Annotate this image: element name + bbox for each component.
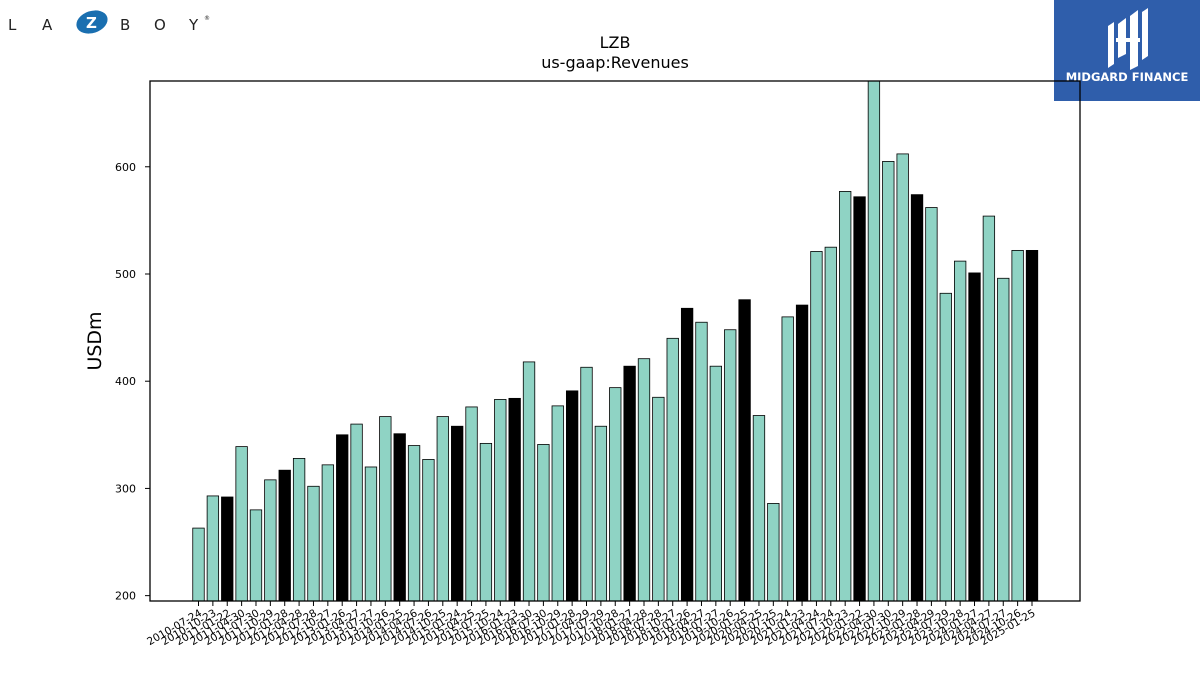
bar-2014-01-25: [393, 433, 406, 602]
bar-2022-04-30: [867, 80, 881, 602]
bar-2015-01-24: [451, 425, 464, 602]
y-axis-ticks: 200 300 400 500 600: [115, 161, 150, 603]
bar-2013-04-27: [350, 423, 363, 602]
bar-2021-10-23: [839, 191, 852, 602]
bar-2017-01-28: [565, 390, 579, 602]
bar-2022-01-22: [853, 196, 866, 602]
chart-subtitle: us-gaap:Revenues: [541, 53, 689, 72]
bar-2010-07-24: [192, 527, 205, 602]
midgard-name: MIDGARD FINANCE: [1066, 70, 1189, 84]
bar-2017-07-29: [594, 425, 608, 602]
y-tick-label: 600: [115, 161, 136, 174]
logo-trademark: ®: [204, 15, 210, 22]
bar-2018-01-27: [623, 365, 636, 602]
bars-group: [192, 80, 1039, 602]
midgard-emblem-icon: [1108, 8, 1148, 70]
bar-2024-04-27: [982, 215, 996, 602]
bar-2014-04-26: [407, 445, 421, 602]
midgard-finance-logo: MIDGARD FINANCE: [1054, 0, 1200, 101]
bar-2024-07-27: [997, 277, 1010, 602]
bar-2012-10-27: [321, 464, 334, 602]
bar-2020-07-25: [767, 503, 780, 602]
bar-2015-04-25: [465, 406, 478, 602]
la-z-boy-logo: L A Z B O Y ®: [8, 10, 210, 34]
logo-letter-a: A: [42, 16, 53, 34]
bar-2021-07-24: [824, 246, 837, 602]
bar-2023-10-28: [954, 260, 967, 602]
bar-2021-04-24: [810, 251, 823, 602]
bar-2015-07-25: [479, 442, 493, 602]
bar-2019-04-27: [695, 321, 708, 602]
bar-2025-01-25: [1025, 249, 1039, 602]
bar-2023-04-29: [925, 207, 938, 602]
bar-2016-01-23: [508, 397, 521, 602]
bar-2019-01-26: [680, 307, 694, 602]
bar-2016-07-30: [537, 444, 550, 602]
bar-2018-04-28: [637, 358, 651, 602]
bar-2021-01-23: [795, 304, 809, 602]
bar-2012-04-28: [292, 457, 306, 602]
bar-2011-04-30: [235, 446, 248, 602]
logo-letter-o: O: [154, 16, 166, 34]
bar-2022-07-30: [882, 161, 895, 602]
bar-2017-04-29: [580, 366, 593, 602]
bar-2013-01-26: [336, 434, 349, 602]
logo-swoosh-icon: [76, 10, 108, 34]
bar-2013-10-26: [379, 416, 392, 602]
bar-2016-10-29: [551, 405, 564, 602]
logo-letter-y: Y: [188, 16, 199, 34]
bar-2018-07-28: [652, 396, 665, 602]
x-axis-ticks: 2010-07-242010-10-232011-01-222011-04-30…: [145, 601, 1038, 648]
bar-2012-01-28: [278, 469, 291, 602]
bar-2016-04-30: [522, 361, 536, 602]
logo-letter-z: Z: [86, 14, 97, 32]
bar-2014-07-26: [422, 459, 435, 602]
logo-background: [1054, 0, 1200, 101]
bar-2011-01-22: [221, 496, 234, 602]
y-tick-label: 300: [115, 482, 136, 495]
y-tick-label: 200: [115, 590, 136, 603]
logo-letter-b: B: [120, 16, 130, 34]
bar-2013-07-27: [364, 466, 378, 602]
bar-2019-07-27: [709, 365, 722, 602]
bar-2012-07-28: [307, 485, 320, 602]
bar-2023-07-29: [939, 292, 952, 602]
plot-frame: [149, 80, 1081, 602]
bar-2011-10-29: [264, 479, 277, 602]
logo-letter-l: L: [8, 16, 17, 34]
bar-2014-10-25: [436, 416, 449, 602]
bar-2022-10-29: [896, 153, 909, 602]
bar-2019-10-26: [724, 329, 737, 602]
bar-2020-01-25: [738, 299, 751, 602]
bar-2024-01-27: [968, 272, 981, 602]
chart-title: LZB: [600, 33, 631, 52]
bar-2020-10-24: [781, 316, 794, 602]
bar-2020-04-25: [752, 415, 766, 602]
y-tick-label: 500: [115, 268, 136, 281]
bar-2010-10-23: [206, 495, 220, 602]
bar-2011-07-30: [249, 509, 263, 602]
bar-2015-10-24: [494, 399, 507, 602]
bar-2024-10-26: [1011, 249, 1024, 602]
bar-2023-01-28: [910, 194, 924, 602]
y-tick-label: 400: [115, 375, 136, 388]
y-axis-label: USDm: [84, 311, 106, 370]
bar-2018-10-27: [666, 337, 679, 602]
bar-2017-10-28: [609, 387, 622, 602]
